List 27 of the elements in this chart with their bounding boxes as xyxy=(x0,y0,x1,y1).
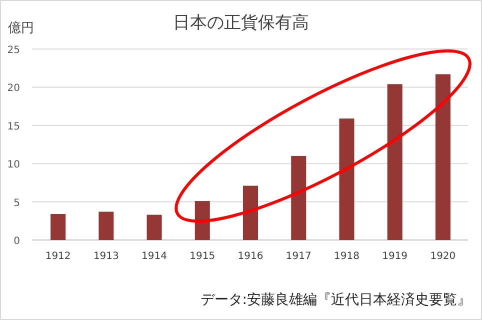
y-tick-label: 5 xyxy=(14,198,20,209)
x-tick-label: 1918 xyxy=(334,251,360,262)
x-tick-label: 1915 xyxy=(190,251,216,262)
x-tick-label: 1919 xyxy=(382,251,408,262)
y-tick-label: 20 xyxy=(7,83,20,94)
bar xyxy=(98,212,114,240)
bar xyxy=(387,84,402,240)
text: データ:安藤良雄編『近代日本経済史要覧』 xyxy=(200,292,471,308)
x-tick-label: 1917 xyxy=(286,251,312,262)
x-tick-label: 1914 xyxy=(142,251,168,262)
x-tick-label: 1920 xyxy=(430,251,456,262)
y-tick-label: 25 xyxy=(7,45,20,56)
bar xyxy=(50,214,66,240)
x-tick-label: 1912 xyxy=(45,251,71,262)
y-tick-label: 15 xyxy=(7,121,20,132)
bar xyxy=(146,214,162,240)
x-tick-label: 1913 xyxy=(93,251,119,262)
bar xyxy=(435,74,450,240)
bar xyxy=(243,186,258,240)
x-tick-label: 1916 xyxy=(238,251,264,262)
chart-title: 日本の正貨保有高 xyxy=(173,13,309,33)
y-tick-label: 10 xyxy=(7,160,20,171)
bar xyxy=(194,201,210,240)
bar xyxy=(339,118,354,240)
bar xyxy=(291,156,306,240)
y-axis-title: 億円 xyxy=(8,21,34,36)
y-tick-label: 0 xyxy=(14,236,20,247)
